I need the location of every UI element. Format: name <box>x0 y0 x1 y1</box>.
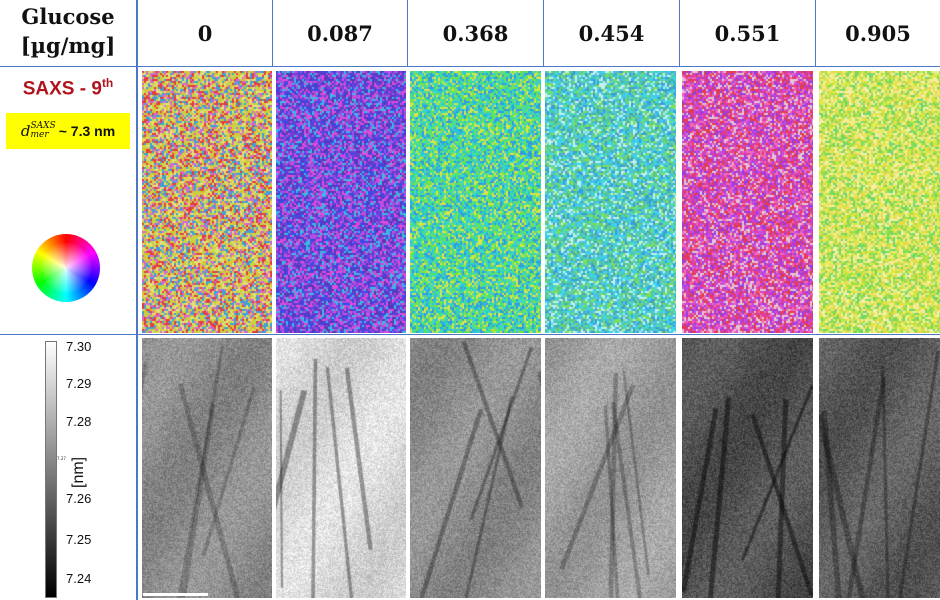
column-header-0: 0 <box>197 20 213 46</box>
orientation-map-0 <box>142 71 272 333</box>
saxs-label-text: SAXS - 9 <box>22 78 102 100</box>
orientation-canvas-0 <box>142 71 272 333</box>
colorbar-tick-4: 7.26 <box>66 491 92 506</box>
d-sub-super: SAXS mer <box>30 122 55 140</box>
orientation-canvas-3 <box>545 71 676 333</box>
orientation-canvas-4 <box>682 71 813 333</box>
orientation-map-5 <box>819 71 940 333</box>
d-superscript: SAXS <box>30 121 56 131</box>
column-header-2: 0.368 <box>442 20 509 46</box>
grid-vline-1 <box>272 0 273 66</box>
colorbar-tick-2: 7.28 <box>66 414 92 429</box>
dspacing-canvas-4 <box>682 338 813 598</box>
dspacing-map-5 <box>819 338 940 598</box>
saxs-label-superscript: th <box>101 76 114 90</box>
orientation-canvas-5 <box>819 71 940 333</box>
scale-bar <box>143 593 208 596</box>
glucose-label-line2: [µg/mg] <box>20 33 116 58</box>
grid-vline-4 <box>679 0 680 66</box>
colorbar-tick-1: 7.29 <box>66 376 92 391</box>
dspacing-map-3 <box>545 338 676 598</box>
grid-vline-3 <box>543 0 544 66</box>
dspacing-map-2 <box>410 338 541 598</box>
dspacing-canvas-2 <box>410 338 541 598</box>
dspacing-map-4 <box>682 338 813 598</box>
grid-vline-2 <box>407 0 408 66</box>
orientation-canvas-1 <box>276 71 406 333</box>
orientation-canvas-2 <box>410 71 541 333</box>
d-symbol: d <box>20 122 31 140</box>
column-header-1: 0.087 <box>307 20 373 46</box>
orientation-map-4 <box>682 71 813 333</box>
grid-vline-0 <box>136 0 138 600</box>
orientation-map-3 <box>545 71 676 333</box>
column-header-3: 0.454 <box>578 20 645 46</box>
d-spacing-value: ~ 7.3 nm <box>58 123 116 139</box>
d-spacing-box: d SAXS mer ~ 7.3 nm <box>6 113 130 149</box>
dspacing-canvas-0 <box>142 338 272 598</box>
column-header-4: 0.551 <box>714 20 781 46</box>
orientation-map-2 <box>410 71 541 333</box>
grid-vline-5 <box>815 0 816 66</box>
dspacing-map-0 <box>142 338 272 598</box>
grid-hline-mid <box>0 334 940 335</box>
colorbar-tiny-label: 7.27 <box>57 456 66 461</box>
colorbar-tick-0: 7.30 <box>66 339 92 354</box>
colorbar-tick-5: 7.25 <box>66 532 92 547</box>
grayscale-colorbar <box>45 341 57 598</box>
dspacing-canvas-3 <box>545 338 676 598</box>
orientation-map-1 <box>276 71 406 333</box>
dspacing-canvas-5 <box>819 338 940 598</box>
column-header-5: 0.905 <box>845 20 911 46</box>
colorbar-unit: [nm] <box>70 456 87 488</box>
colorbar-tick-6: 7.24 <box>66 571 92 586</box>
grid-hline-top <box>0 66 940 67</box>
saxs-label: SAXS - 9th <box>0 76 136 100</box>
dspacing-map-1 <box>276 338 406 598</box>
glucose-row-label: Glucose [µg/mg] <box>0 2 136 68</box>
orientation-color-wheel <box>32 234 100 302</box>
dspacing-canvas-1 <box>276 338 406 598</box>
glucose-label-line1: Glucose <box>21 4 115 29</box>
d-subscript: mer <box>30 130 49 140</box>
